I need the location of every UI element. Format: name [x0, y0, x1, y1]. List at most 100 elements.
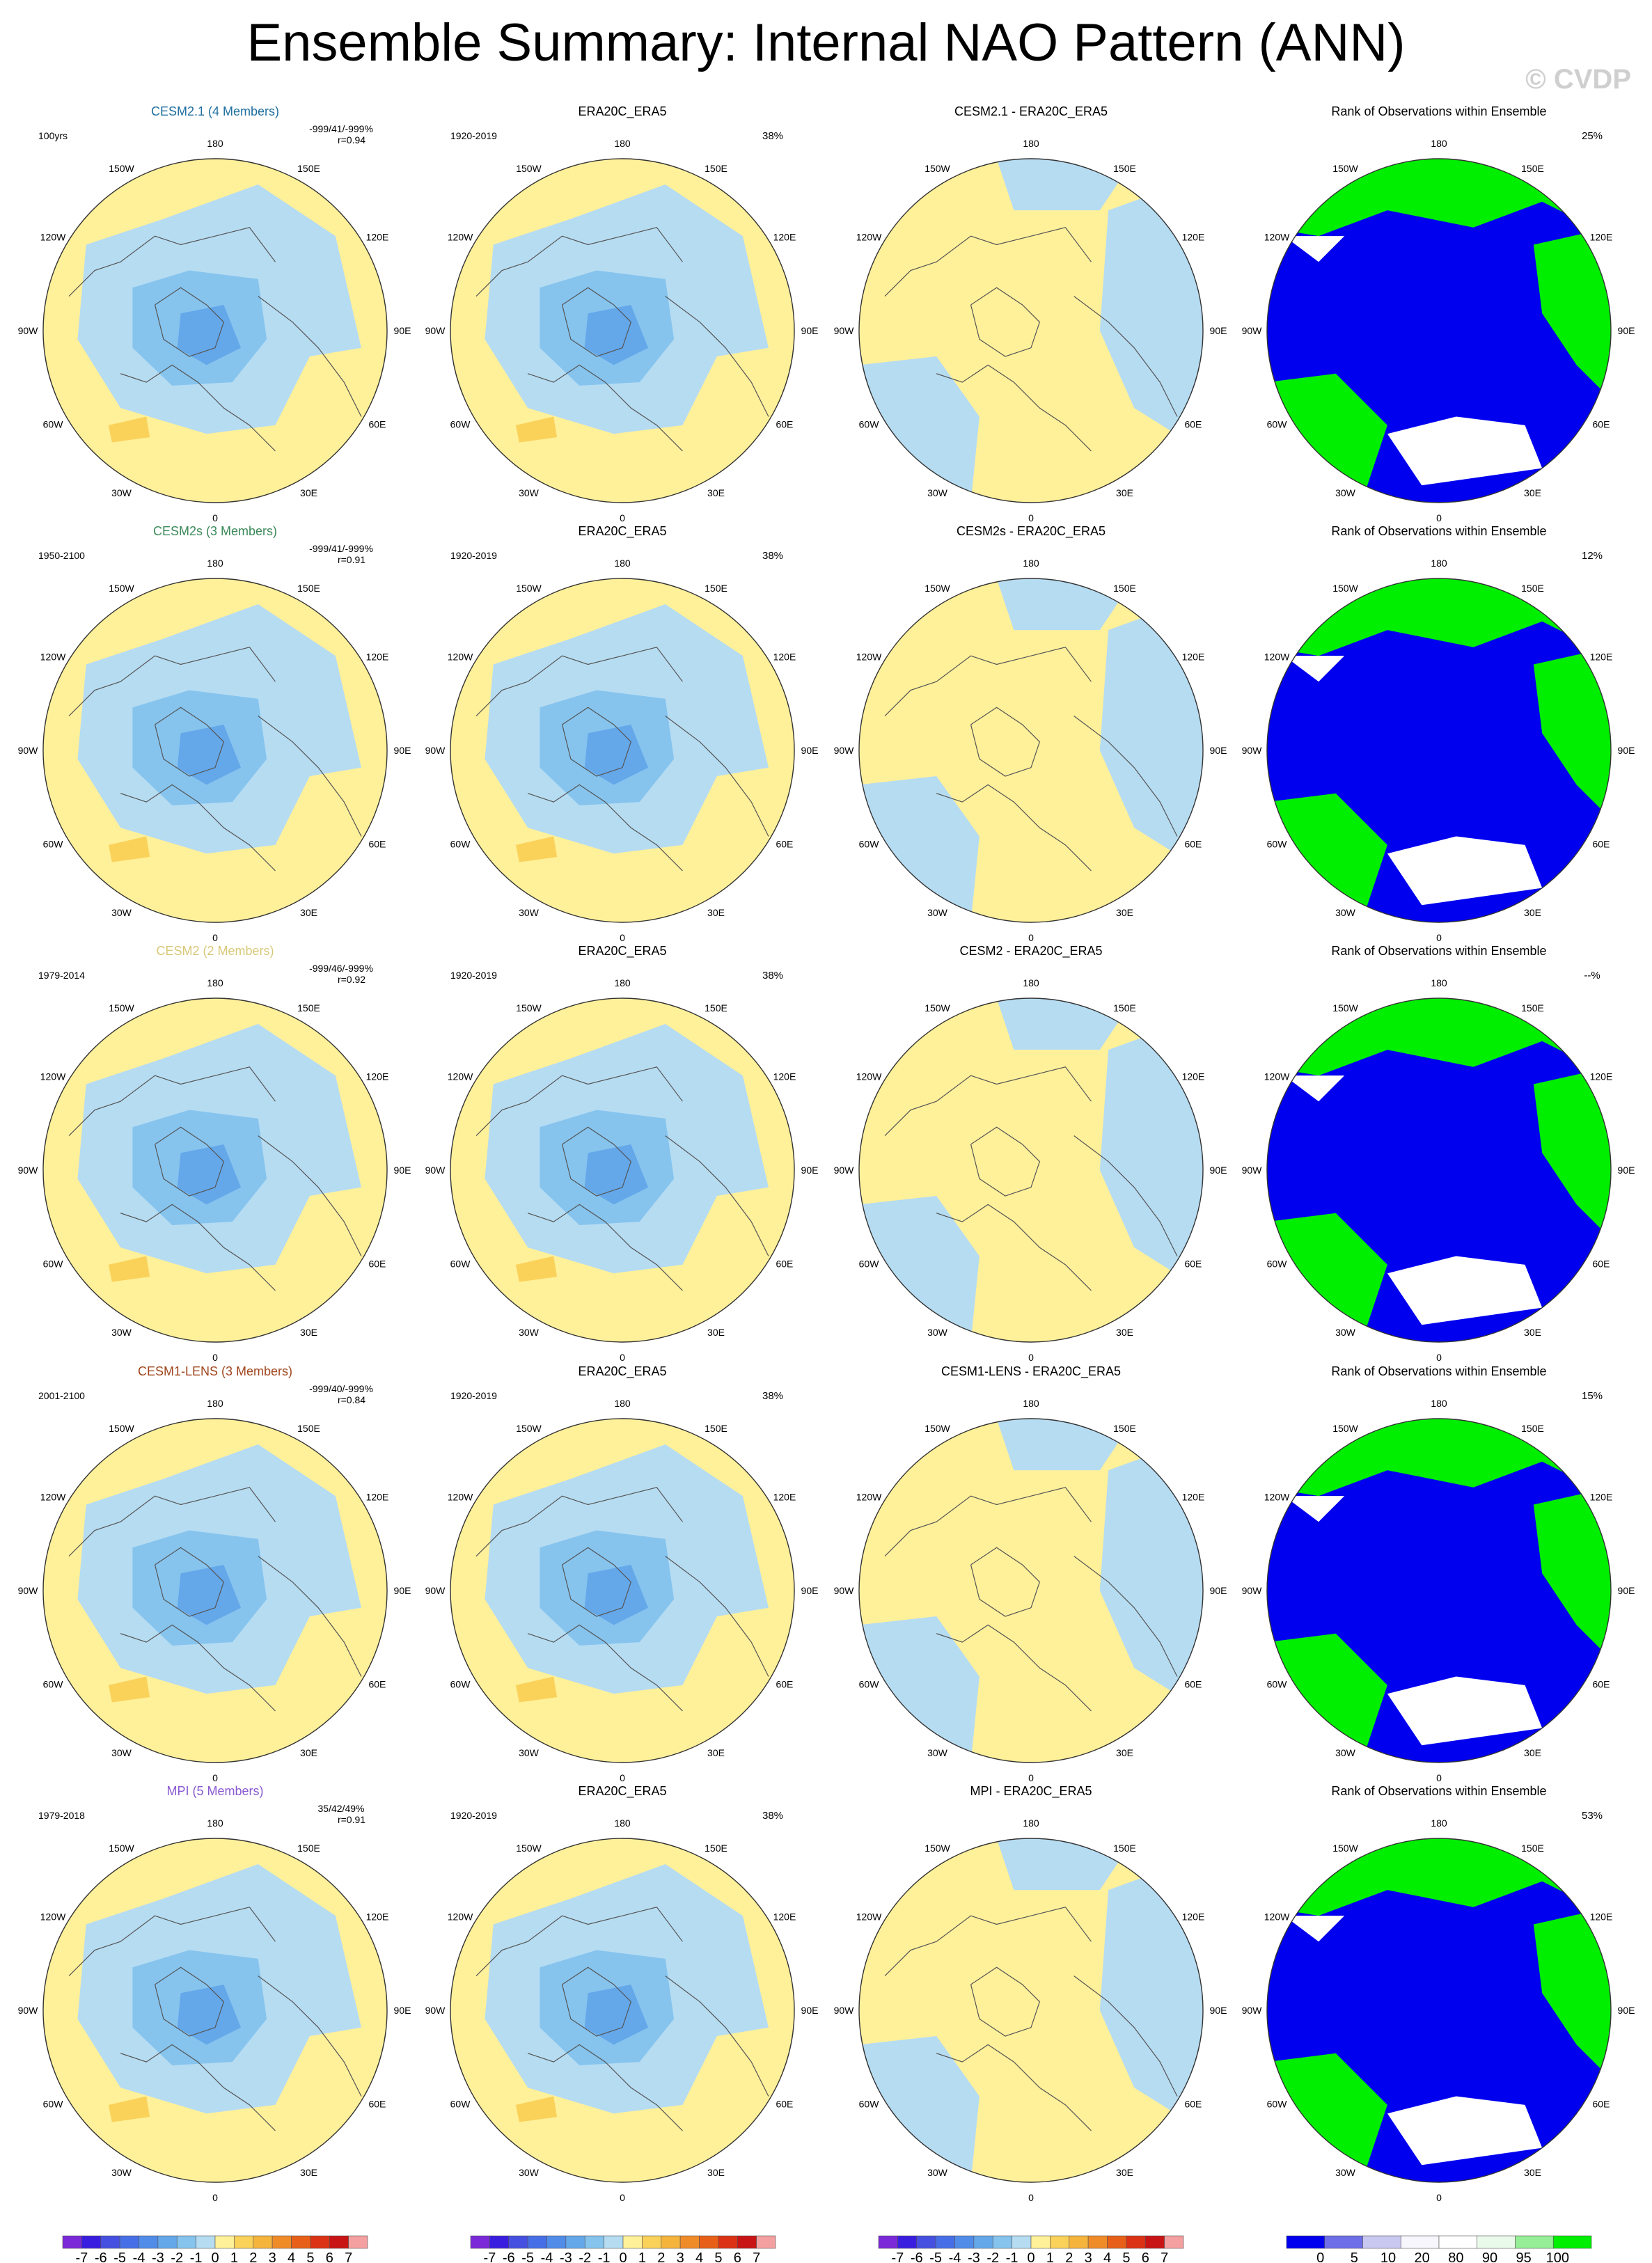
colorbar-tick-label: 1 — [230, 2250, 238, 2263]
map-field — [859, 578, 1203, 922]
colorbar-swatch — [272, 2235, 292, 2249]
colorbar-swatch — [1144, 2235, 1165, 2249]
model-stats: -999/46/-999% — [309, 963, 373, 974]
colorbar-tick-label: -4 — [541, 2250, 553, 2263]
longitude-label: 60E — [1184, 419, 1202, 430]
rank-high-region — [1533, 1907, 1611, 2079]
longitude-label: 0 — [212, 1352, 218, 1363]
rank-pct: 12% — [1582, 550, 1603, 562]
longitude-label: 180 — [1023, 558, 1039, 569]
colorbar-tick-label: 90 — [1482, 2250, 1497, 2263]
longitude-label: 0 — [620, 932, 625, 943]
longitude-label: 90W — [425, 745, 446, 756]
positive-anomaly-region — [515, 1676, 558, 1703]
longitude-label: 30W — [927, 907, 948, 918]
colorbar-swatch — [1069, 2235, 1089, 2249]
longitude-label: 120E — [1182, 1911, 1205, 1923]
longitude-label: 120E — [1590, 1071, 1613, 1082]
longitude-label: 90E — [801, 1585, 819, 1596]
colorbar-tick-label: 2 — [249, 2250, 257, 2263]
map-field — [859, 1838, 1203, 2182]
map-border — [450, 1418, 795, 1763]
coastline — [970, 707, 1041, 777]
coastline — [1073, 296, 1178, 417]
rank-mid-region — [1284, 1496, 1345, 1522]
obs-variance-pct: 38% — [762, 970, 783, 981]
coastline — [154, 1126, 225, 1197]
colorbar-tick-label: -3 — [560, 2250, 572, 2263]
colorbar-swatch — [973, 2235, 993, 2249]
rank-pct: 53% — [1582, 1810, 1603, 1822]
negative-anomaly-region — [1099, 1435, 1203, 1711]
obs-panel-title: ERA20C_ERA5 — [578, 104, 666, 119]
longitude-label: 120W — [40, 1071, 66, 1082]
longitude-label: 150W — [925, 163, 950, 174]
longitude-label: 90W — [18, 745, 39, 756]
rank-mid-region — [1284, 236, 1345, 262]
longitude-label: 60E — [1593, 1259, 1610, 1270]
longitude-label: 60W — [859, 419, 880, 430]
coastline — [665, 716, 769, 837]
coastline — [475, 647, 683, 717]
coastline — [970, 1547, 1041, 1617]
longitude-label: 90W — [1242, 325, 1263, 336]
longitude-label: 150E — [1521, 1843, 1544, 1854]
longitude-label: 90E — [801, 2005, 819, 2016]
longitude-label: 150W — [516, 583, 542, 594]
longitude-label: 150E — [297, 1002, 320, 1014]
longitude-label: 180 — [207, 977, 223, 988]
coastline — [561, 707, 632, 777]
negative-anomaly-center — [177, 304, 242, 365]
colorbar-swatch — [176, 2235, 196, 2249]
longitude-label: 60E — [776, 839, 793, 850]
longitude-label: 150E — [1521, 1423, 1544, 1434]
rank-panel-title: Rank of Observations within Ensemble — [1331, 944, 1546, 958]
colorbar-swatch — [1087, 2235, 1108, 2249]
diff-map-panel: 180 150E 120E 90E 60E 30E 0 30W 60W 90W 120W 150W MP… — [834, 1784, 1227, 2203]
longitude-label: 90E — [1618, 1585, 1635, 1596]
longitude-label: 60E — [1593, 1679, 1610, 1690]
colorbar-swatch — [329, 2235, 349, 2249]
longitude-label: 150W — [1332, 1002, 1358, 1014]
longitude-label: 60E — [368, 839, 386, 850]
rank-panel-title: Rank of Observations within Ensemble — [1331, 1784, 1546, 1798]
colorbar-tick-label: 1 — [638, 2250, 646, 2263]
longitude-label: 150E — [297, 1843, 320, 1854]
longitude-label: 0 — [620, 1352, 625, 1363]
map-field — [1267, 1838, 1611, 2182]
model-period: 2001-2100 — [38, 1390, 85, 1401]
negative-anomaly-region — [1099, 1855, 1203, 2131]
coastline — [665, 1976, 769, 2097]
longitude-label: 0 — [1436, 1772, 1442, 1783]
longitude-label: 150E — [1113, 1843, 1136, 1854]
longitude-label: 150W — [1332, 163, 1358, 174]
colorbar-swatch — [737, 2235, 757, 2249]
colorbar-swatch — [157, 2235, 178, 2249]
coastline — [936, 1624, 1092, 1712]
colorbar-tick-label: 4 — [1103, 2250, 1111, 2263]
colorbar-swatch — [1126, 2235, 1146, 2249]
map-border — [858, 578, 1204, 923]
longitude-label: 90E — [1618, 745, 1635, 756]
colorbar-tick-label: 5 — [714, 2250, 722, 2263]
longitude-label: 90W — [425, 1585, 446, 1596]
longitude-label: 150E — [297, 163, 320, 174]
longitude-label: 90W — [834, 1165, 855, 1176]
colorbar-swatch — [348, 2235, 368, 2249]
coastline — [527, 1204, 683, 1291]
model-stats: -999/41/-999% — [309, 123, 373, 134]
model-panel-title: CESM2.1 (4 Members) — [151, 104, 279, 118]
model-stats: 35/42/49% — [318, 1803, 365, 1814]
longitude-label: 90W — [1242, 2005, 1263, 2016]
rank-panel-title: Rank of Observations within Ensemble — [1331, 1364, 1546, 1378]
longitude-label: 90E — [801, 1165, 819, 1176]
map-border — [1266, 1418, 1612, 1763]
colorbar-swatch — [1515, 2235, 1554, 2249]
colorbar-swatch — [679, 2235, 700, 2249]
longitude-label: 90E — [1210, 2005, 1227, 2016]
colorbar-swatch — [699, 2235, 719, 2249]
colorbar-tick-label: -2 — [171, 2250, 183, 2263]
obs-map-panel: 180 150E 120E 90E 60E 30E 0 30W 60W 90W 120W 150W ER… — [425, 104, 819, 523]
colorbar-tick-label: -7 — [75, 2250, 88, 2263]
